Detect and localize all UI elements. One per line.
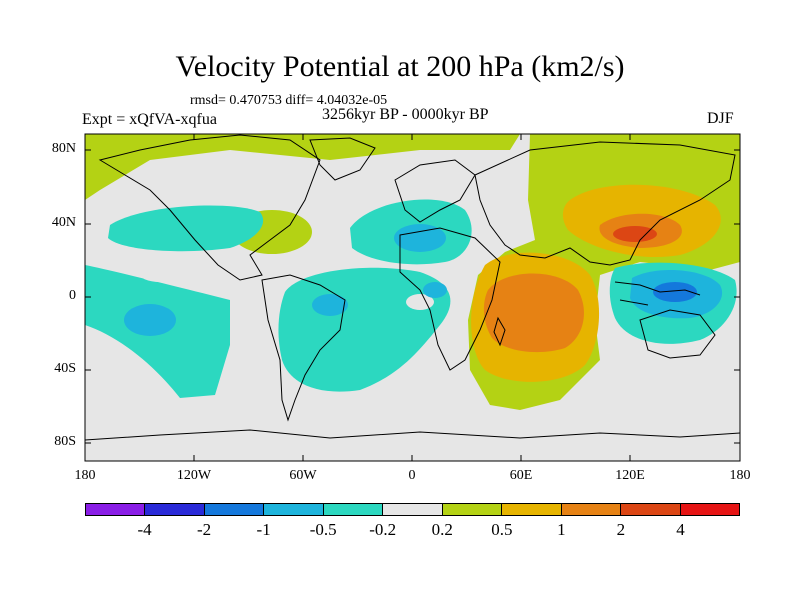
colorbar-segment-9	[621, 504, 681, 515]
period-label: 3256kyr BP - 0000kyr BP	[322, 106, 489, 123]
colorbar-label-9: 4	[676, 520, 685, 539]
colorbar-label-0: -4	[137, 520, 152, 539]
colorbar-segment-2	[204, 504, 265, 515]
contour-pos-strong-africa	[483, 273, 584, 353]
contour-neg-med-spac	[124, 304, 176, 336]
contour-neg-strong-wpac	[653, 282, 697, 302]
coastlines	[85, 134, 740, 441]
contour-neutral-pocket	[138, 262, 182, 282]
colorbar-segment-0	[86, 504, 146, 515]
ytick-label-40s: 40S	[54, 361, 76, 376]
colorbar-label-6: 0.5	[491, 520, 513, 539]
plot-title: Velocity Potential at 200 hPa (km2/s)	[175, 50, 625, 83]
coastline-north-america	[98, 134, 321, 281]
experiment-label: Expt = xQfVA-xqfua	[82, 111, 217, 128]
xtick-label-120w: 120W	[176, 468, 212, 483]
colorbar-label-4: -0.2	[369, 520, 397, 539]
colorbar-label-3: -0.5	[309, 520, 337, 539]
ytick-label-80s: 80S	[54, 434, 76, 449]
colorbar-label-5: 0.2	[431, 520, 453, 539]
ytick-label-0: 0	[69, 288, 76, 303]
ytick-label-80n: 80N	[51, 141, 76, 156]
colorbar-segment-10	[680, 504, 739, 515]
xtick-label-60e: 60E	[509, 468, 533, 483]
rmsd-label: rmsd= 0.470753 diff= 4.04032e-05	[190, 93, 388, 108]
colorbar-segment-7	[502, 504, 562, 515]
contour-neg-med-atlantic	[312, 294, 348, 316]
coastline-indonesia	[614, 281, 701, 306]
colorbar-label-7: 1	[557, 520, 566, 539]
coastline-europe	[394, 159, 476, 223]
contour-pos-vstrong-japan	[613, 226, 657, 242]
colorbar-label-8: 2	[616, 520, 626, 539]
xtick-label-60w: 60W	[289, 468, 317, 483]
contour-neg-med-africa-w	[423, 282, 447, 298]
colorbar-label-1: -2	[196, 520, 212, 539]
contour-neutral-pocket-2	[406, 294, 434, 310]
coastline-australia	[639, 309, 716, 359]
coastline-madagascar	[493, 316, 506, 347]
coastline-antarctica	[85, 429, 740, 441]
coastline-greenland	[309, 137, 376, 181]
contour-pos-weak-npac	[85, 134, 520, 200]
season-label: DJF	[707, 110, 734, 127]
contour-fill-layer	[85, 134, 740, 441]
colorbar-segment-1	[145, 504, 205, 515]
colorbar-segment-5	[383, 504, 443, 515]
ytick-label-40n: 40N	[51, 215, 76, 230]
colorbar-segment-3	[264, 504, 324, 515]
contour-neg-med-europe	[394, 224, 446, 252]
tick-marks	[85, 134, 740, 461]
xtick-label-180e: 180	[729, 468, 751, 483]
colorbar-segment-6	[442, 504, 503, 515]
colorbar	[85, 503, 740, 516]
xtick-label-0: 0	[408, 468, 416, 483]
xtick-label-180w: 180	[74, 468, 96, 483]
xtick-label-120e: 120E	[615, 468, 645, 483]
coastline-south-america	[261, 274, 346, 422]
coastline-africa	[399, 227, 501, 371]
colorbar-segment-8	[561, 504, 622, 515]
colorbar-segment-4	[323, 504, 384, 515]
coastline-asia	[474, 141, 736, 266]
colorbar-label-2: -1	[256, 520, 271, 539]
